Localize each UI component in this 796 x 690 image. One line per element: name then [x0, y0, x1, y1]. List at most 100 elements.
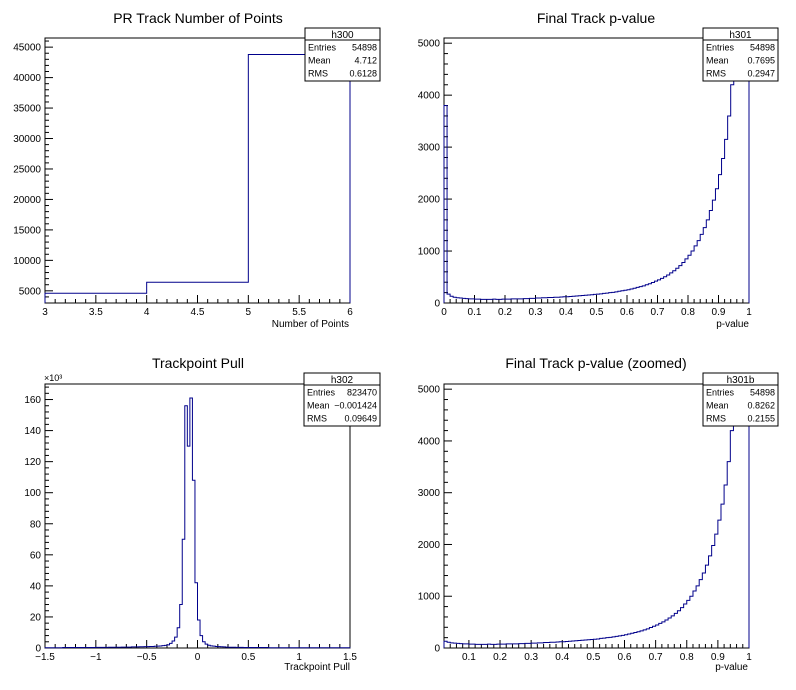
stats-row-value: 0.09649 — [344, 414, 377, 424]
y-tick-label: 5000 — [19, 286, 42, 297]
stats-row-label: Entries — [706, 43, 735, 53]
x-tick-label: −1.5 — [35, 652, 55, 663]
y-tick-label: 45000 — [13, 43, 41, 54]
x-tick-label: 0.5 — [590, 307, 604, 318]
x-tick-label: 0 — [441, 307, 447, 318]
plot-title: Final Track p-value (zoomed) — [505, 355, 686, 371]
plot-title: Final Track p-value — [537, 10, 655, 26]
stats-box-name: h300 — [331, 30, 354, 41]
stats-row-label: RMS — [706, 69, 726, 79]
stats-row-value: 54898 — [352, 43, 377, 53]
stats-box-frame — [702, 372, 779, 427]
x-axis-label: Trackpoint Pull — [284, 662, 350, 673]
x-tick-label: 5 — [246, 307, 252, 318]
x-tick-label: 0.6 — [620, 307, 634, 318]
stats-box: h302 Entries 823470 Mean −0.001424 RMS 0.09649 — [303, 372, 381, 427]
stats-box-frame — [702, 27, 779, 82]
x-tick-label: −1 — [90, 652, 102, 663]
stats-box: h301b Entries 54898 Mean 0.8262 RMS 0.2155 — [702, 372, 779, 427]
x-tick-label: 6 — [347, 307, 353, 318]
y-tick-label: 80 — [30, 519, 42, 530]
stats-box-name: h301b — [727, 375, 755, 386]
stats-box-name: h302 — [331, 375, 354, 386]
histogram-series-line — [44, 397, 351, 649]
y-tick-label: 20 — [30, 612, 42, 623]
plot-frame — [44, 37, 351, 304]
stats-row-value: 54898 — [750, 43, 775, 53]
x-tick-label: 0 — [195, 652, 201, 663]
x-tick-label: −0.5 — [137, 652, 157, 663]
x-tick-label: 4 — [144, 307, 150, 318]
x-tick-label: 0.9 — [712, 307, 726, 318]
y-tick-label: 3000 — [418, 143, 441, 154]
stats-row-value: 0.2947 — [747, 69, 775, 79]
stats-row-label: RMS — [308, 69, 328, 79]
y-tick-label: 0 — [434, 644, 440, 655]
stats-row-value: 54898 — [750, 388, 775, 398]
y-tick-label: 0 — [434, 299, 440, 310]
stats-box: h301 Entries 54898 Mean 0.7695 RMS 0.2947 — [702, 27, 779, 82]
y-tick-label: 5000 — [418, 39, 441, 50]
pad-pr-track-number-of-points: PR Track Number of Points Number of Poin… — [13, 10, 381, 330]
y-tick-label: 5000 — [418, 385, 441, 396]
x-axis-label: p-value — [715, 662, 748, 673]
x-tick-label: 0.2 — [493, 652, 507, 663]
x-tick-label: 5.5 — [292, 307, 306, 318]
x-tick-label: 3.5 — [89, 307, 103, 318]
y-tick-label: 10000 — [13, 256, 41, 267]
x-tick-label: 0.6 — [618, 652, 632, 663]
stats-row-label: Mean — [706, 401, 729, 411]
x-tick-label: 0.5 — [586, 652, 600, 663]
x-tick-label: 0.9 — [711, 652, 725, 663]
stats-row-value: 823470 — [347, 388, 377, 398]
x-tick-label: 0.1 — [462, 652, 476, 663]
x-axis-label: Number of Points — [272, 319, 349, 330]
y-tick-label: 2000 — [418, 195, 441, 206]
x-tick-label: 0.5 — [241, 652, 255, 663]
histogram-series-line — [443, 396, 750, 648]
x-tick-label: 0.7 — [651, 307, 665, 318]
y-tick-label: 40 — [30, 581, 42, 592]
y-tick-label: 20000 — [13, 195, 41, 206]
pad-final-track-p-value: Final Track p-value p-value 0 0.1 0.2 0.3 0.… — [418, 10, 779, 330]
y-tick-label: 1000 — [418, 592, 441, 603]
x-tick-label: 4.5 — [191, 307, 205, 318]
x-tick-label: 0.3 — [524, 652, 538, 663]
y-tick-label: 25000 — [13, 164, 41, 175]
histogram-series-line — [44, 53, 351, 303]
stats-row-label: Mean — [706, 56, 729, 66]
y-axis-exponent-label: ×10³ — [44, 373, 62, 383]
stats-box-frame — [303, 372, 381, 427]
stats-row-label: RMS — [307, 414, 327, 424]
plot-title: Trackpoint Pull — [152, 355, 244, 371]
x-tick-label: 1 — [296, 652, 302, 663]
y-tick-label: 4000 — [418, 436, 441, 447]
y-tick-label: 120 — [24, 457, 41, 468]
pad-final-track-p-value-zoomed: Final Track p-value (zoomed) p-value 0.1… — [418, 355, 779, 673]
x-tick-label: 0.4 — [559, 307, 573, 318]
stats-row-label: Mean — [308, 56, 331, 66]
x-tick-label: 3 — [42, 307, 48, 318]
stats-row-value: 0.2155 — [747, 414, 775, 424]
stats-box-frame — [304, 27, 381, 82]
stats-row-value: 0.6128 — [349, 69, 377, 79]
y-tick-label: 1000 — [418, 247, 441, 258]
x-axis-label: p-value — [716, 319, 749, 330]
stats-row-value: 0.7695 — [747, 56, 775, 66]
x-tick-label: 0.8 — [680, 652, 694, 663]
x-tick-label: 0.7 — [649, 652, 663, 663]
stats-row-label: Entries — [307, 388, 336, 398]
pad-trackpoint-pull: Trackpoint Pull Trackpoint Pull ×10³ −1.… — [24, 355, 381, 673]
x-tick-label: 0.2 — [498, 307, 512, 318]
x-tick-label: 1.5 — [343, 652, 357, 663]
y-tick-label: 30000 — [13, 134, 41, 145]
y-tick-label: 3000 — [418, 488, 441, 499]
stats-row-value: −0.001424 — [334, 401, 377, 411]
y-tick-label: 2000 — [418, 540, 441, 551]
stats-row-label: Mean — [307, 401, 330, 411]
stats-row-label: RMS — [706, 414, 726, 424]
histogram-series-line — [443, 50, 750, 303]
x-tick-label: 1 — [746, 652, 752, 663]
x-tick-label: 0.4 — [555, 652, 569, 663]
y-tick-label: 0 — [35, 644, 41, 655]
